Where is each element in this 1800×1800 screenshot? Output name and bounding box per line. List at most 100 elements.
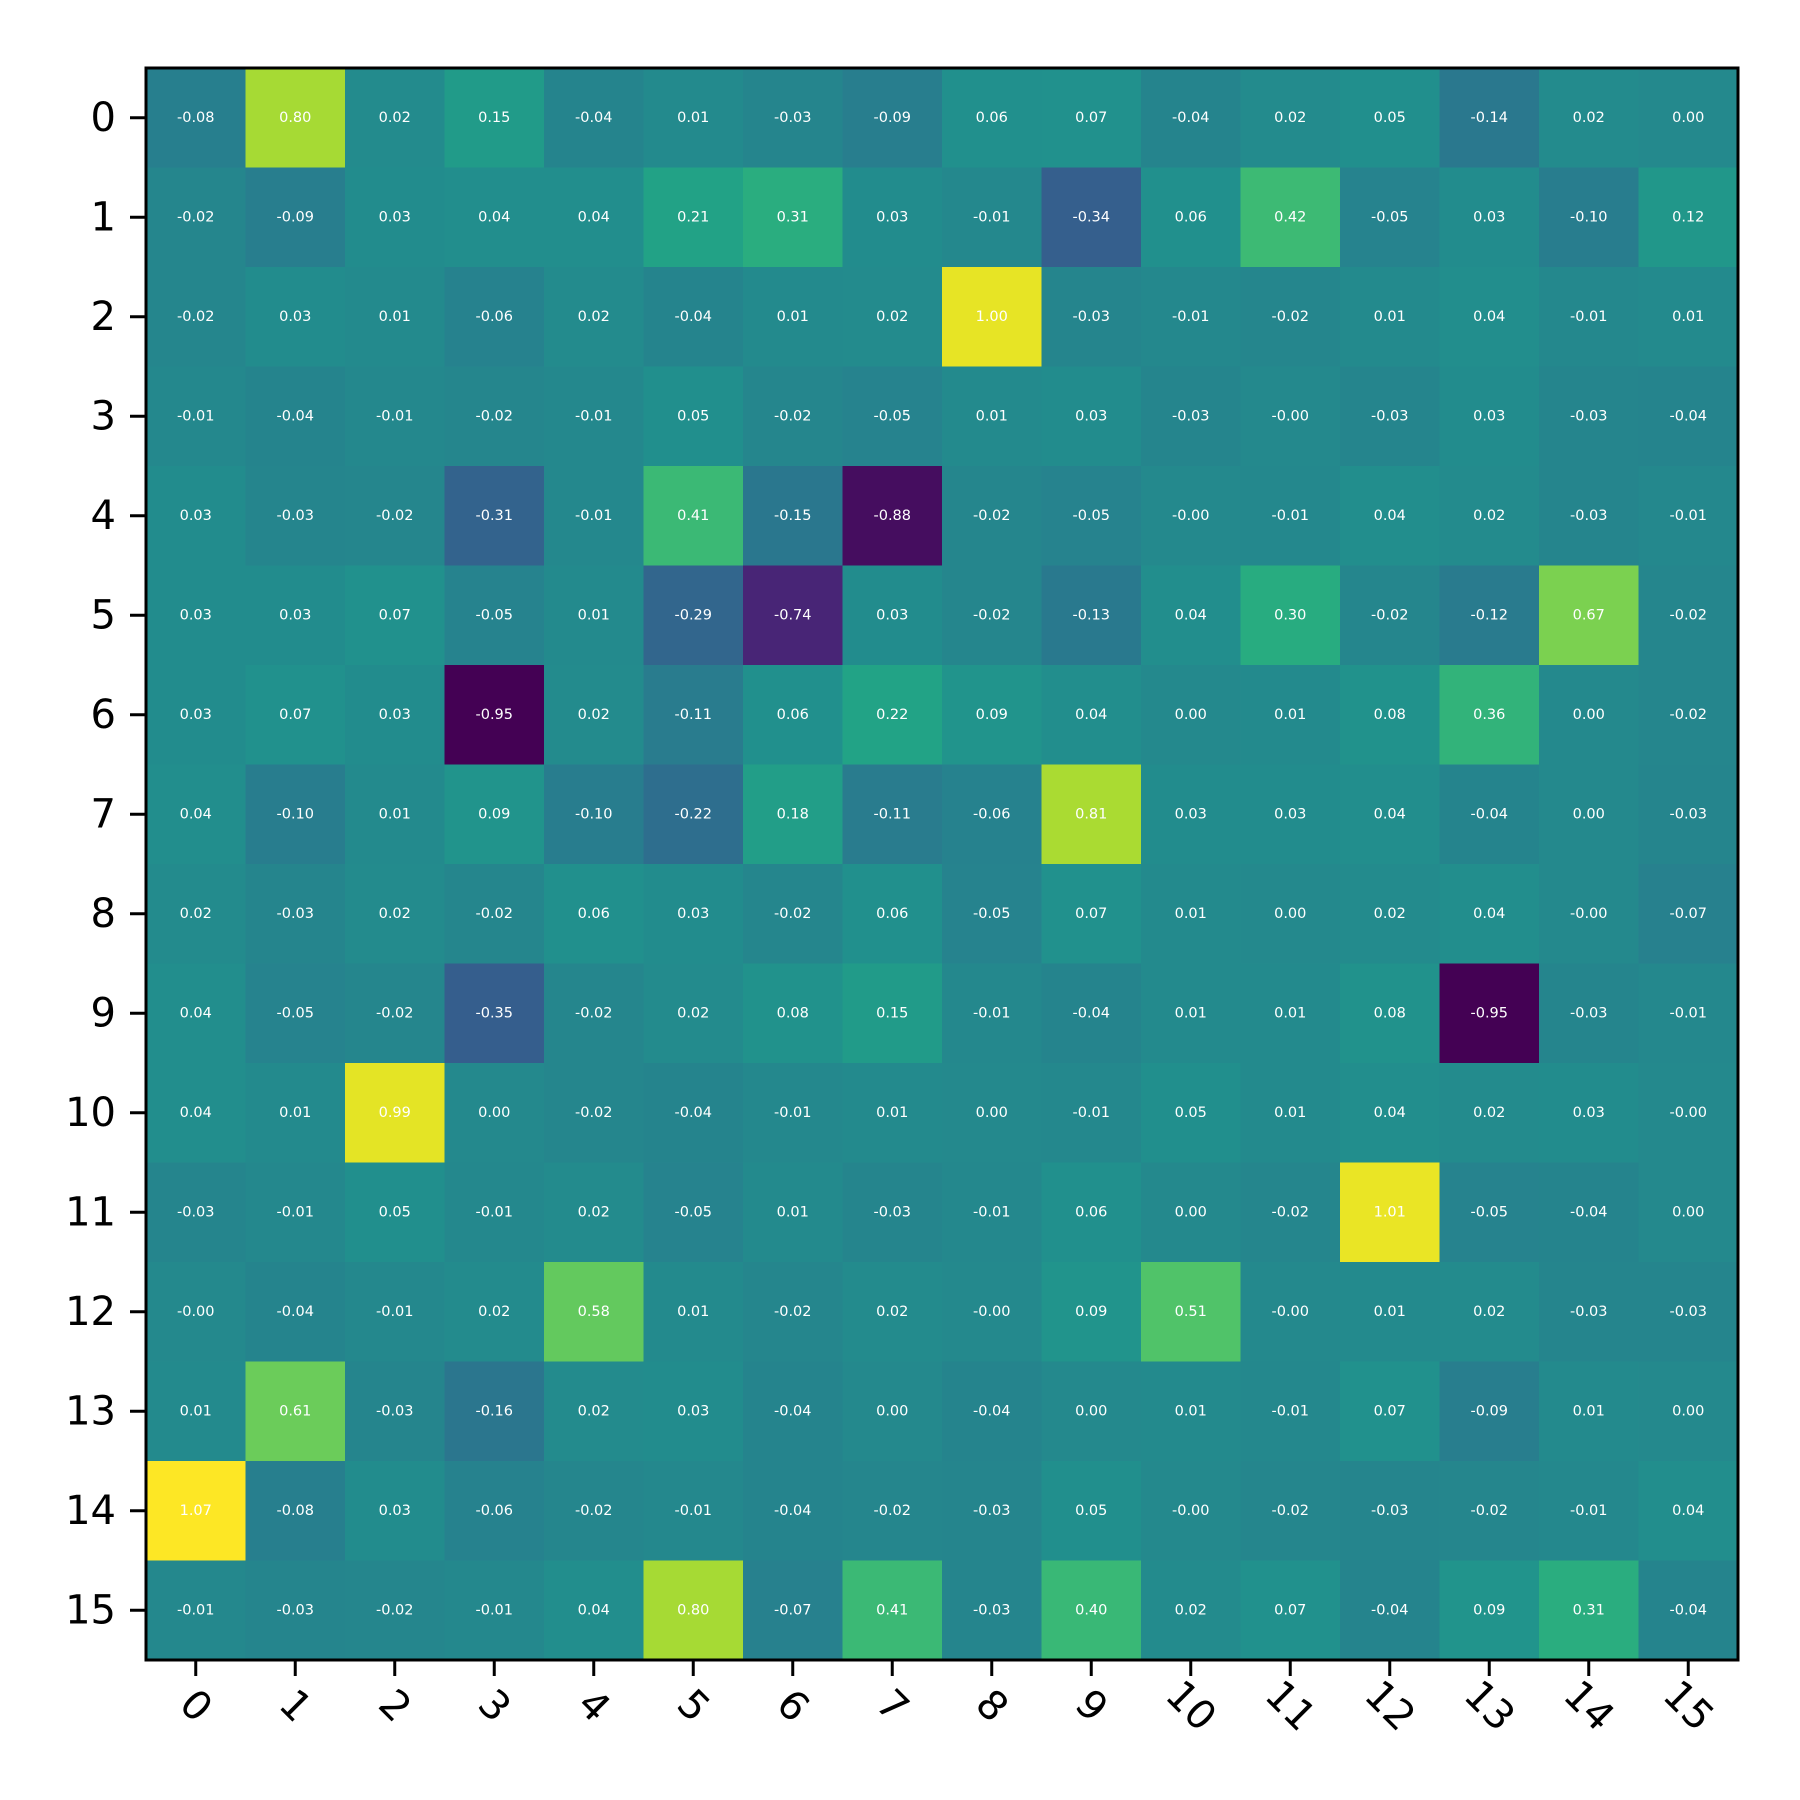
- heatmap-cell-r15-c4: [544, 1560, 644, 1661]
- cell-value-label: 0.01: [976, 408, 1008, 424]
- heatmap-cell-r15-c1: [245, 1560, 346, 1661]
- cell-value-label: 0.04: [1374, 806, 1406, 822]
- heatmap-cell-r0-c5: [643, 68, 744, 168]
- x-tick-label: 2: [369, 1681, 420, 1732]
- cell-value-label: 0.02: [478, 1304, 510, 1320]
- cell-value-label: 0.41: [876, 1602, 908, 1618]
- x-tick-label: 7: [867, 1681, 918, 1732]
- heatmap-cell-r2-c12: [1340, 267, 1440, 367]
- heatmap-cell-r7-c0: [146, 764, 246, 865]
- heatmap-cell-r2-c6: [743, 267, 843, 367]
- cell-value-label: -0.04: [1371, 1602, 1409, 1618]
- heatmap-cell-r9-c14: [1539, 963, 1639, 1064]
- cell-value-label: -0.01: [276, 1204, 314, 1220]
- cell-value-label: 0.00: [1274, 906, 1306, 922]
- heatmap-cell-r5-c9: [1041, 565, 1142, 666]
- cell-value-label: -0.01: [973, 1005, 1011, 1021]
- heatmap-cell-r1-c14: [1539, 167, 1639, 268]
- cell-value-label: -0.16: [475, 1403, 513, 1419]
- heatmap-cell-r10-c1: [245, 1063, 346, 1163]
- x-tick-label: 13: [1455, 1672, 1524, 1741]
- heatmap-cell-r15-c13: [1439, 1560, 1540, 1661]
- cell-value-label: 0.01: [677, 110, 709, 126]
- heatmap-cell-r0-c11: [1240, 68, 1341, 168]
- heatmap-cell-r15-c5: [643, 1560, 744, 1661]
- cell-value-label: 0.02: [1274, 110, 1306, 126]
- cell-value-label: 0.01: [379, 309, 411, 325]
- heatmap-cell-r10-c15: [1638, 1063, 1739, 1163]
- cell-value-label: 0.07: [1374, 1403, 1406, 1419]
- heatmap-cell-r1-c1: [245, 167, 346, 268]
- cell-value-label: 0.01: [1175, 1403, 1207, 1419]
- heatmap-cell-r10-c0: [146, 1063, 246, 1163]
- cell-value-label: -0.01: [376, 408, 414, 424]
- heatmap-cell-r10-c7: [842, 1063, 943, 1163]
- cell-value-label: 1.01: [1374, 1204, 1406, 1220]
- heatmap-cell-r15-c7: [842, 1560, 943, 1661]
- cell-value-label: -0.02: [575, 1005, 613, 1021]
- heatmap-cell-r4-c9: [1041, 466, 1142, 566]
- heatmap-cell-r6-c5: [643, 665, 744, 765]
- cell-value-label: -0.02: [376, 508, 414, 524]
- cell-value-label: -0.04: [774, 1403, 812, 1419]
- cell-value-label: 0.00: [1672, 1403, 1704, 1419]
- heatmap-cell-r14-c13: [1439, 1461, 1540, 1561]
- cell-value-label: 0.01: [876, 1105, 908, 1121]
- cell-value-label: 0.02: [1175, 1602, 1207, 1618]
- heatmap-cell-r12-c5: [643, 1262, 744, 1362]
- x-axis: 0 1 2 3 4 5 6 7 8 9 10 11 12 13 14 15: [170, 1660, 1723, 1741]
- heatmap-cell-r3-c9: [1041, 366, 1142, 467]
- x-tick-label: 15: [1654, 1672, 1723, 1741]
- cell-value-label: -0.03: [973, 1503, 1011, 1519]
- heatmap-cell-r3-c2: [345, 366, 445, 467]
- heatmap-cell-r2-c3: [444, 267, 545, 367]
- cell-value-label: 0.07: [279, 707, 311, 723]
- heatmap-cell-r13-c7: [842, 1361, 943, 1462]
- cell-value-label: 0.00: [1573, 806, 1605, 822]
- cell-value-label: 0.40: [1075, 1602, 1107, 1618]
- heatmap-cell-r14-c12: [1340, 1461, 1440, 1561]
- heatmap-cell-r6-c3: [444, 665, 545, 765]
- cell-value-label: -0.11: [873, 806, 911, 822]
- heatmap-cell-r12-c8: [942, 1262, 1042, 1362]
- cell-value-label: 0.06: [1075, 1204, 1107, 1220]
- cell-value-label: 0.01: [777, 309, 809, 325]
- cell-value-label: 0.81: [1075, 806, 1107, 822]
- heatmap-cell-r3-c4: [544, 366, 644, 467]
- x-tick-label: 11: [1256, 1672, 1325, 1741]
- heatmap-cell-r12-c12: [1340, 1262, 1440, 1362]
- heatmap-cell-r15-c6: [743, 1560, 843, 1661]
- cell-value-label: -0.02: [475, 906, 513, 922]
- heatmap-cell-r11-c10: [1141, 1162, 1241, 1263]
- cell-value-label: -0.29: [674, 607, 712, 623]
- heatmap-cell-r6-c6: [743, 665, 843, 765]
- y-tick-label: 4: [91, 493, 116, 539]
- heatmap-cell-r11-c4: [544, 1162, 644, 1263]
- cell-value-label: 0.02: [578, 309, 610, 325]
- heatmap-cell-r10-c14: [1539, 1063, 1639, 1163]
- heatmap-cell-r14-c6: [743, 1461, 843, 1561]
- cell-value-label: 0.04: [1075, 707, 1107, 723]
- heatmap-cell-r4-c8: [942, 466, 1042, 566]
- heatmap-cell-r11-c15: [1638, 1162, 1739, 1263]
- heatmap-cell-r0-c6: [743, 68, 843, 168]
- heatmap-cell-r8-c1: [245, 864, 346, 964]
- cell-value-label: 0.03: [180, 508, 212, 524]
- heatmap-cell-r14-c7: [842, 1461, 943, 1561]
- heatmap-cell-r3-c14: [1539, 366, 1639, 467]
- heatmap-cell-r13-c11: [1240, 1361, 1341, 1462]
- heatmap-cell-r13-c13: [1439, 1361, 1540, 1462]
- heatmap-cell-r8-c6: [743, 864, 843, 964]
- cell-value-label: -0.00: [973, 1304, 1011, 1320]
- y-tick-label: 9: [91, 990, 116, 1036]
- heatmap-cell-r12-c11: [1240, 1262, 1341, 1362]
- cell-value-label: -0.04: [276, 1304, 314, 1320]
- heatmap-cell-r4-c14: [1539, 466, 1639, 566]
- heatmap-cell-r6-c15: [1638, 665, 1739, 765]
- cell-value-label: 0.02: [677, 1005, 709, 1021]
- cell-value-label: 0.03: [180, 707, 212, 723]
- y-tick-label: 13: [65, 1388, 116, 1434]
- heatmap-cell-r3-c7: [842, 366, 943, 467]
- cell-value-label: -0.07: [1669, 906, 1707, 922]
- cell-value-label: 0.01: [1573, 1403, 1605, 1419]
